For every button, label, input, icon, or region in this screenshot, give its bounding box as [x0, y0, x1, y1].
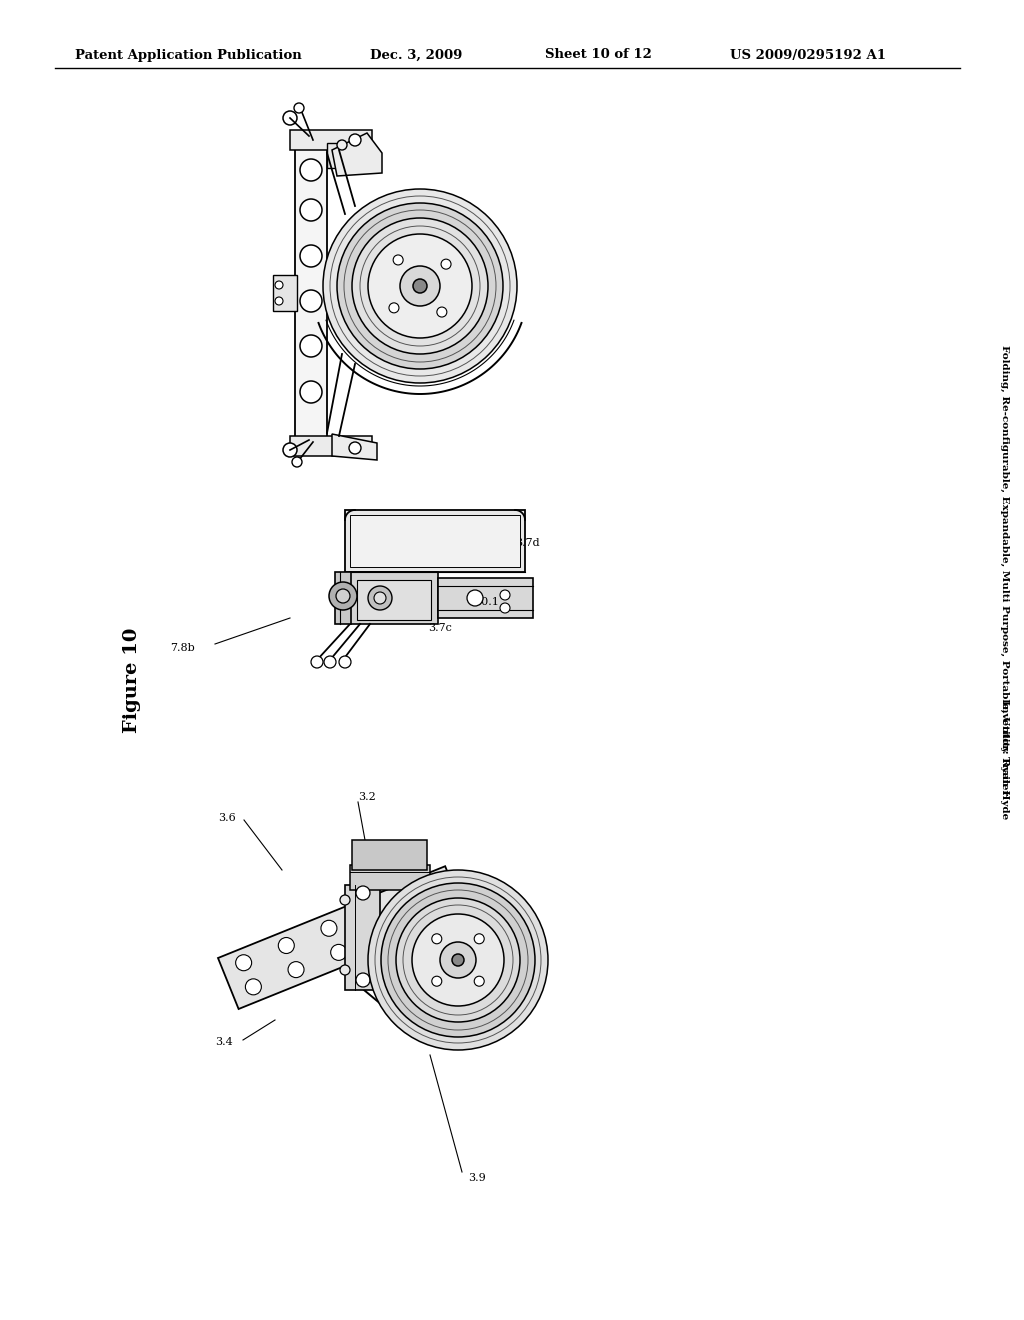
Text: 7.8b: 7.8b: [170, 643, 195, 653]
Circle shape: [279, 937, 294, 953]
Circle shape: [283, 111, 297, 125]
Circle shape: [432, 977, 441, 986]
Text: Patent Application Publication: Patent Application Publication: [75, 49, 302, 62]
Circle shape: [416, 909, 432, 925]
Text: 3.7d: 3.7d: [515, 539, 540, 548]
Circle shape: [400, 267, 440, 306]
Text: Dec. 3, 2009: Dec. 3, 2009: [370, 49, 463, 62]
Circle shape: [292, 457, 302, 467]
Circle shape: [393, 255, 403, 265]
Circle shape: [283, 444, 297, 457]
Circle shape: [288, 961, 304, 978]
Bar: [350, 572, 438, 624]
Circle shape: [275, 297, 283, 305]
Bar: [345, 884, 380, 990]
Text: US 2009/0295192 A1: US 2009/0295192 A1: [730, 49, 886, 62]
Text: 3.2: 3.2: [358, 792, 376, 803]
Circle shape: [329, 582, 357, 610]
Circle shape: [337, 203, 503, 370]
Polygon shape: [332, 434, 377, 459]
Text: 3.6: 3.6: [218, 813, 236, 822]
Circle shape: [419, 880, 435, 896]
Circle shape: [396, 898, 520, 1022]
Circle shape: [412, 913, 504, 1006]
Circle shape: [349, 135, 361, 147]
Circle shape: [336, 589, 350, 603]
Circle shape: [500, 603, 510, 612]
Circle shape: [236, 954, 252, 970]
Circle shape: [311, 656, 323, 668]
Circle shape: [352, 218, 488, 354]
Circle shape: [294, 103, 304, 114]
Circle shape: [275, 281, 283, 289]
Circle shape: [340, 965, 350, 975]
Circle shape: [413, 279, 427, 293]
Circle shape: [389, 302, 399, 313]
Circle shape: [356, 886, 370, 900]
Polygon shape: [332, 133, 382, 176]
Circle shape: [452, 954, 464, 966]
Bar: [273, 275, 297, 312]
Text: 10.1: 10.1: [475, 597, 500, 607]
Bar: [352, 840, 427, 870]
Circle shape: [331, 944, 347, 961]
Bar: [438, 578, 534, 618]
Circle shape: [429, 904, 445, 920]
Circle shape: [246, 979, 261, 995]
Text: 3.4: 3.4: [215, 1038, 232, 1047]
Circle shape: [374, 927, 389, 944]
Polygon shape: [218, 866, 466, 1008]
Circle shape: [368, 234, 472, 338]
Circle shape: [440, 942, 476, 978]
Circle shape: [356, 973, 370, 987]
Circle shape: [368, 870, 548, 1049]
Circle shape: [500, 590, 510, 601]
Circle shape: [349, 442, 361, 454]
Circle shape: [374, 591, 386, 605]
Circle shape: [300, 199, 322, 220]
Circle shape: [432, 933, 441, 944]
Circle shape: [324, 656, 336, 668]
Bar: [290, 129, 372, 150]
Text: Inventor: Ryan Hyde: Inventor: Ryan Hyde: [1000, 701, 1010, 820]
Bar: [290, 436, 372, 455]
Text: Folding, Re-configurable, Expandable, Multi Purpose, Portable, Utility Trailer: Folding, Re-configurable, Expandable, Mu…: [1000, 345, 1010, 795]
Circle shape: [300, 290, 322, 312]
Text: Sheet 10 of 12: Sheet 10 of 12: [545, 49, 652, 62]
Circle shape: [339, 656, 351, 668]
Circle shape: [323, 189, 517, 383]
Circle shape: [321, 920, 337, 936]
Text: 3.7c: 3.7c: [428, 623, 452, 634]
Bar: [350, 865, 430, 890]
Bar: [327, 143, 342, 168]
Bar: [350, 515, 520, 568]
Circle shape: [340, 895, 350, 906]
Bar: [295, 148, 327, 438]
Circle shape: [300, 335, 322, 356]
Circle shape: [474, 977, 484, 986]
Bar: [335, 572, 351, 624]
Text: Figure 10: Figure 10: [123, 627, 141, 733]
Bar: [357, 579, 431, 620]
Bar: [345, 510, 525, 572]
Circle shape: [407, 886, 422, 902]
Circle shape: [300, 246, 322, 267]
Circle shape: [467, 590, 483, 606]
Text: 3.9: 3.9: [468, 1173, 485, 1183]
Circle shape: [337, 140, 347, 150]
Circle shape: [364, 903, 380, 919]
Circle shape: [381, 883, 535, 1038]
Circle shape: [441, 259, 451, 269]
Circle shape: [368, 586, 392, 610]
Circle shape: [437, 308, 446, 317]
Circle shape: [300, 158, 322, 181]
Circle shape: [474, 933, 484, 944]
Circle shape: [300, 381, 322, 403]
